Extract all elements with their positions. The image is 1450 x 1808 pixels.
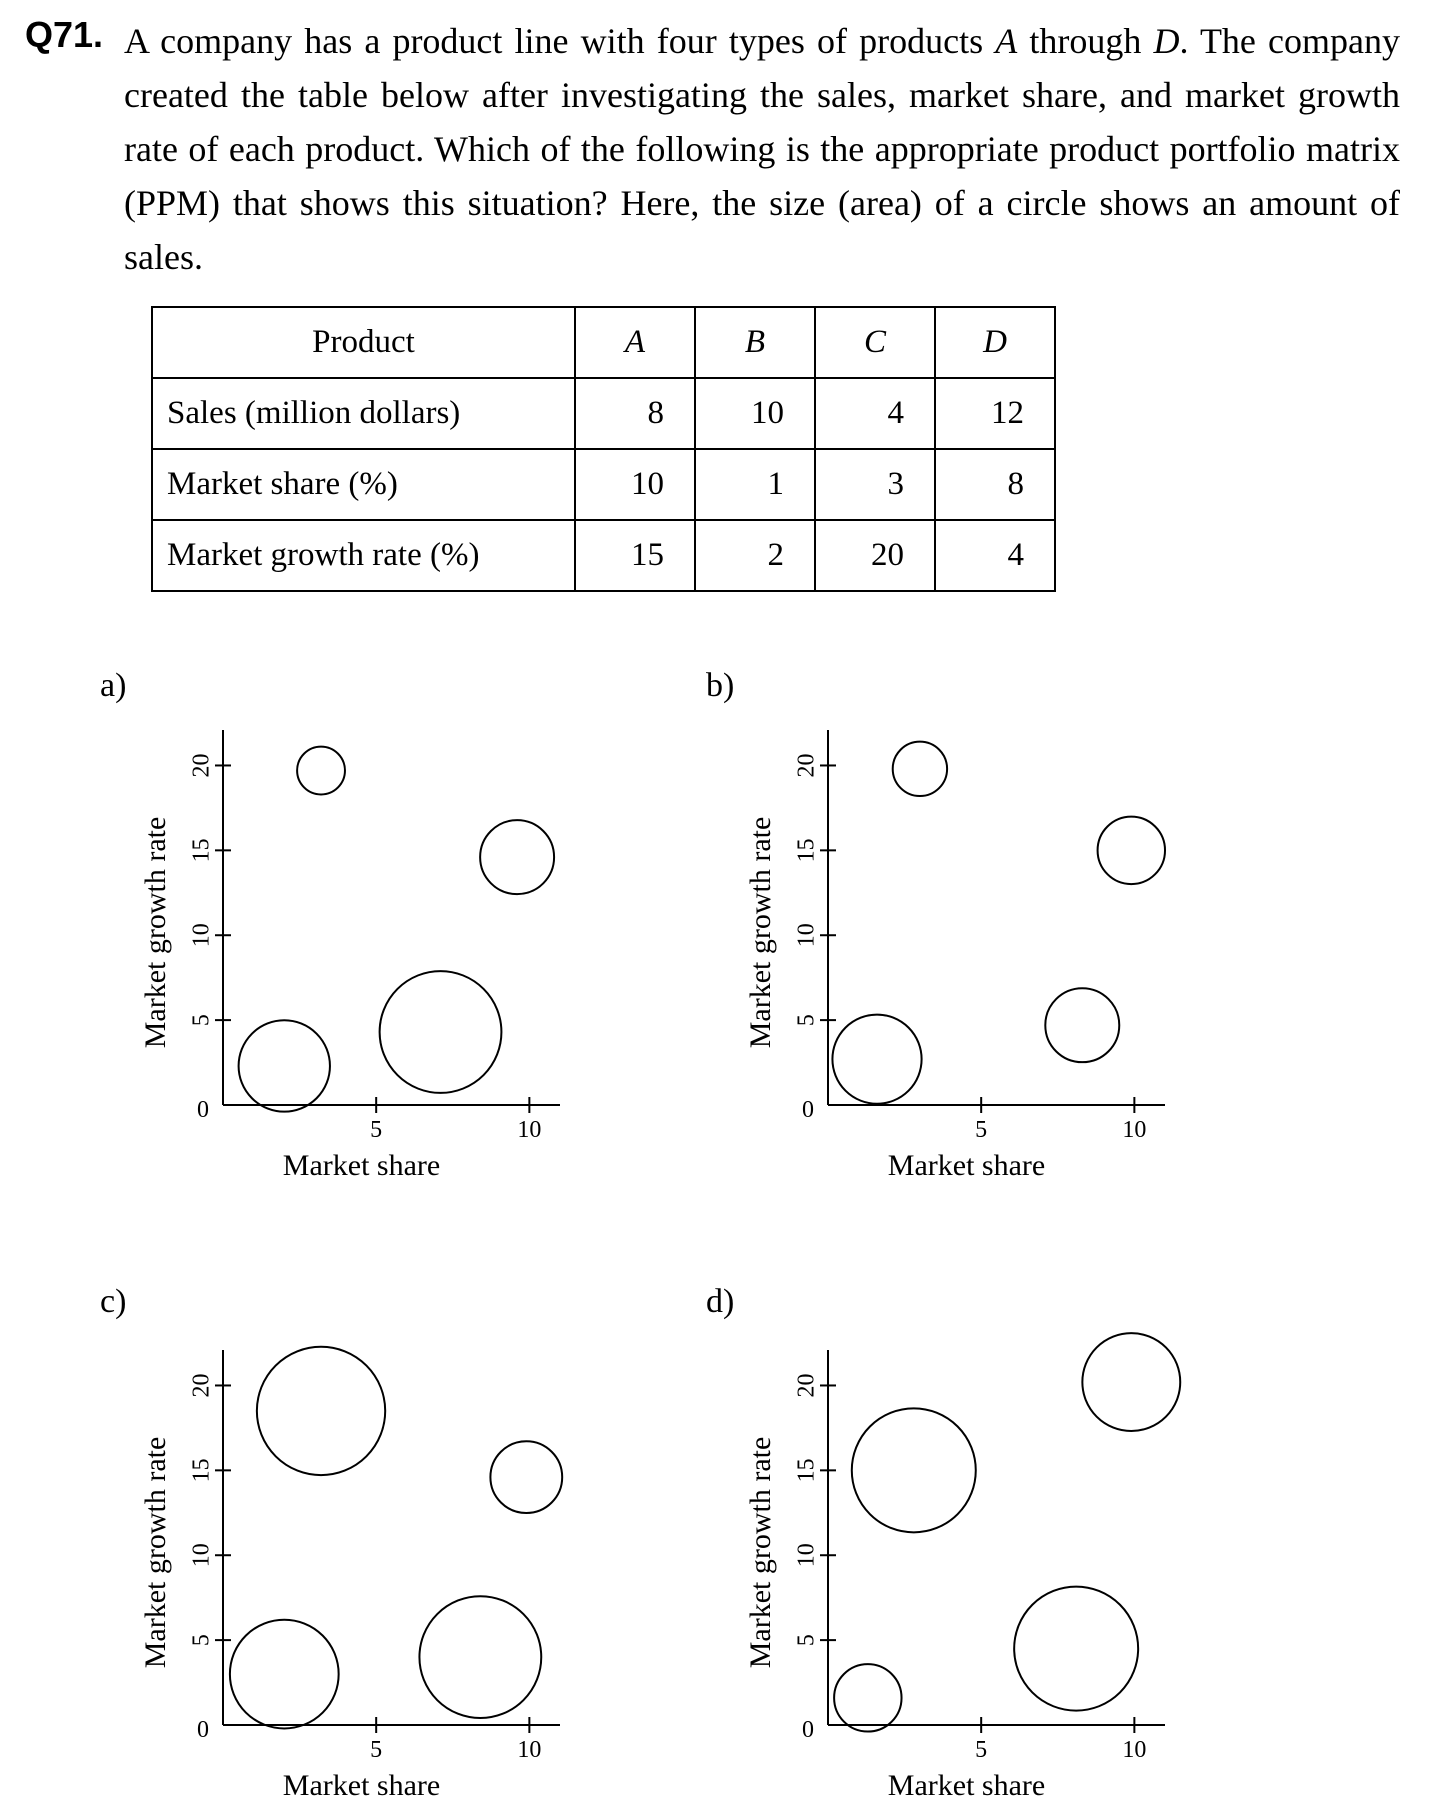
bubble bbox=[831, 1013, 923, 1105]
y-tick-label: 10 bbox=[189, 1543, 215, 1567]
y-tick-label: 15 bbox=[189, 838, 215, 862]
y-axis-label: Market growth rate bbox=[139, 817, 172, 1049]
table-row-growth: Market growth rate (%) 15 2 20 4 bbox=[151, 519, 1056, 592]
table-cell: 4 bbox=[814, 377, 936, 450]
product-col-b: B bbox=[694, 306, 816, 379]
origin-label: 0 bbox=[197, 1717, 209, 1743]
x-tick-label: 5 bbox=[370, 1117, 382, 1143]
table-cell: 10 bbox=[694, 377, 816, 450]
table-row-sales: Sales (million dollars) 8 10 4 12 bbox=[151, 377, 1056, 450]
y-tick-label: 10 bbox=[794, 923, 820, 947]
y-axis-label: Market growth rate bbox=[744, 1437, 777, 1669]
x-tick-label: 5 bbox=[370, 1737, 382, 1763]
y-tick-label: 20 bbox=[189, 1373, 215, 1397]
ppm-chart-b: 5 10 15 20 5 10 0 Market share Market growth rat… bbox=[744, 730, 1167, 1182]
question-text-part: . The company created the table below af… bbox=[124, 21, 1400, 277]
table-cell: 15 bbox=[574, 519, 696, 592]
bubble bbox=[850, 1407, 977, 1534]
x-tick-label: 10 bbox=[517, 1117, 541, 1143]
option-a-label: a) bbox=[100, 667, 127, 704]
y-tick-label: 10 bbox=[794, 1543, 820, 1567]
x-axis-label: Market share bbox=[283, 1769, 440, 1802]
question-text-part: A company has a product line with four t… bbox=[124, 21, 996, 61]
product-col-c: C bbox=[814, 306, 936, 379]
y-tick-label: 15 bbox=[794, 838, 820, 862]
product-a-ref: A bbox=[995, 21, 1018, 61]
x-tick-label: 10 bbox=[517, 1737, 541, 1763]
table-header-row: Product A B C D bbox=[151, 306, 1056, 379]
table-cell: 8 bbox=[574, 377, 696, 450]
origin-label: 0 bbox=[802, 1097, 814, 1123]
bubble bbox=[489, 1440, 564, 1515]
ppm-chart-c: 5 10 15 20 5 10 0 Market share Market growth rat… bbox=[139, 1345, 564, 1802]
table-cell: 1 bbox=[694, 448, 816, 521]
product-col-d: D bbox=[934, 306, 1056, 379]
bubble bbox=[1013, 1585, 1140, 1712]
origin-label: 0 bbox=[197, 1097, 209, 1123]
option-d-label: d) bbox=[706, 1283, 735, 1320]
table-cell: 4 bbox=[934, 519, 1056, 592]
x-axis-label: Market share bbox=[888, 1149, 1045, 1182]
x-tick-label: 5 bbox=[975, 1737, 987, 1763]
x-axis-label: Market share bbox=[283, 1149, 440, 1182]
table-cell: 2 bbox=[694, 519, 816, 592]
ppm-chart-d: 5 10 15 20 5 10 0 Market share Market growth rat… bbox=[744, 1332, 1182, 1802]
option-b-label: b) bbox=[706, 667, 735, 704]
y-tick-label: 5 bbox=[794, 1634, 820, 1646]
product-data-table: Product A B C D Sales (million dollars) … bbox=[151, 306, 1056, 592]
bubble bbox=[418, 1595, 543, 1719]
bubble bbox=[1081, 1332, 1182, 1433]
y-tick-label: 10 bbox=[189, 923, 215, 947]
y-tick-label: 5 bbox=[189, 1014, 215, 1026]
y-tick-label: 5 bbox=[794, 1014, 820, 1026]
bubble bbox=[833, 1663, 903, 1733]
x-axis-label: Market share bbox=[888, 1769, 1045, 1802]
row-label: Sales (million dollars) bbox=[151, 377, 576, 450]
row-label: Market growth rate (%) bbox=[151, 519, 576, 592]
ppm-chart-a: 5 10 15 20 5 10 0 Market share Market growth rat… bbox=[139, 730, 560, 1182]
product-d-ref: D bbox=[1153, 21, 1180, 61]
bubble bbox=[479, 819, 556, 896]
y-tick-label: 20 bbox=[189, 753, 215, 777]
y-tick-label: 15 bbox=[189, 1458, 215, 1482]
bubble bbox=[891, 740, 949, 798]
table-cell: 3 bbox=[814, 448, 936, 521]
table-cell: 20 bbox=[814, 519, 936, 592]
y-axis-label: Market growth rate bbox=[139, 1437, 172, 1669]
bubble bbox=[1044, 987, 1121, 1064]
product-col-a: A bbox=[574, 306, 696, 379]
y-tick-label: 15 bbox=[794, 1458, 820, 1482]
bubble bbox=[378, 970, 503, 1094]
question-number: Q71. bbox=[25, 14, 104, 55]
y-tick-label: 20 bbox=[794, 1373, 820, 1397]
option-c-label: c) bbox=[100, 1283, 127, 1320]
origin-label: 0 bbox=[802, 1717, 814, 1743]
bubble bbox=[255, 1345, 387, 1477]
table-cell: 8 bbox=[934, 448, 1056, 521]
table-cell: 10 bbox=[574, 448, 696, 521]
row-label: Market share (%) bbox=[151, 448, 576, 521]
bubble bbox=[237, 1019, 331, 1113]
x-tick-label: 10 bbox=[1122, 1737, 1146, 1763]
question-text: A company has a product line with four t… bbox=[124, 14, 1400, 284]
bubble bbox=[296, 745, 346, 796]
table-row-share: Market share (%) 10 1 3 8 bbox=[151, 448, 1056, 521]
bubble bbox=[228, 1618, 340, 1730]
bubble bbox=[1096, 815, 1167, 886]
y-axis-label: Market growth rate bbox=[744, 817, 777, 1049]
table-cell: 12 bbox=[934, 377, 1056, 450]
x-tick-label: 5 bbox=[975, 1117, 987, 1143]
y-tick-label: 5 bbox=[189, 1634, 215, 1646]
x-tick-label: 10 bbox=[1122, 1117, 1146, 1143]
y-tick-label: 20 bbox=[794, 753, 820, 777]
question-text-part: through bbox=[1017, 21, 1154, 61]
product-header: Product bbox=[151, 306, 576, 379]
